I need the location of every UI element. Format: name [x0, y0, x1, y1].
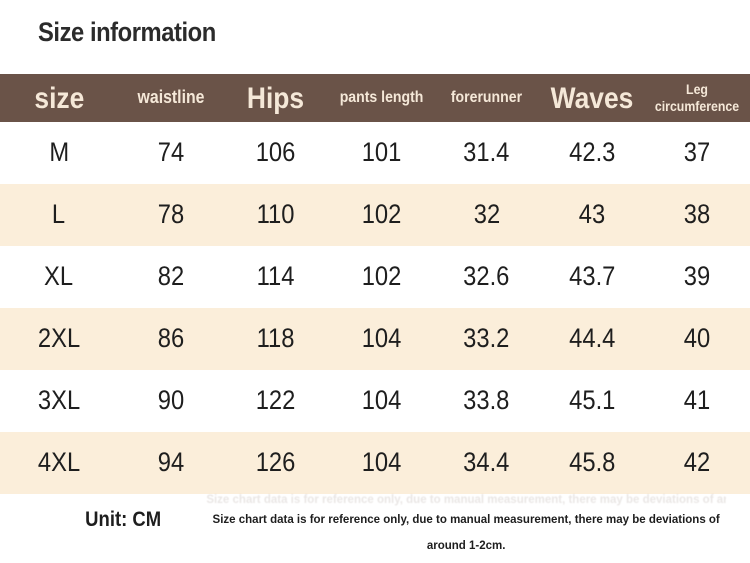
table-row-3xl: 3XL 90 122 104 33.8 45.1 41 — [0, 370, 750, 432]
value-cell: 104 — [361, 323, 402, 354]
table-row-l: L 78 110 102 32 43 38 — [0, 184, 750, 246]
size-cell: 2XL — [37, 323, 81, 354]
value-cell: 102 — [361, 199, 402, 230]
value-cell: 45.1 — [568, 385, 616, 416]
value-cell: 45.8 — [568, 447, 616, 478]
ghost-text-artifact: Size chart data is for reference only, d… — [206, 494, 726, 506]
value-cell: 43 — [578, 199, 606, 230]
value-cell: 90 — [157, 385, 184, 416]
value-cell: 126 — [256, 447, 296, 478]
column-header-size: size — [34, 81, 84, 115]
value-cell: 33.8 — [463, 385, 510, 416]
table-row-2xl: 2XL 86 118 104 33.2 44.4 40 — [0, 308, 750, 370]
column-header-forerunner: forerunner — [451, 89, 523, 107]
page-title: Size information — [38, 17, 216, 47]
size-cell: M — [49, 137, 69, 168]
value-cell: 110 — [257, 199, 295, 230]
value-cell: 94 — [157, 447, 184, 478]
value-cell: 32.6 — [463, 261, 510, 292]
value-cell: 104 — [361, 385, 402, 416]
value-cell: 33.2 — [463, 323, 510, 354]
value-cell: 43.7 — [568, 261, 616, 292]
column-header-hips: Hips — [247, 81, 305, 115]
value-cell: 37 — [684, 137, 711, 168]
column-header-pants-length: pants length — [339, 89, 424, 107]
table-row-m: M 74 106 101 31.4 42.3 37 — [0, 122, 750, 184]
value-cell: 44.4 — [568, 323, 616, 354]
value-cell: 74 — [157, 137, 184, 168]
value-cell: 102 — [361, 261, 402, 292]
value-cell: 106 — [256, 137, 296, 168]
value-cell: 39 — [684, 261, 711, 292]
value-cell: 101 — [361, 137, 402, 168]
table-header-row: size waistline Hips pants length forerun… — [0, 74, 750, 122]
table-row-4xl: 4XL 94 126 104 34.4 45.8 42 — [0, 432, 750, 494]
value-cell: 104 — [361, 447, 402, 478]
column-header-leg-circumference: Leg circumference — [655, 80, 740, 115]
value-cell: 86 — [157, 323, 184, 354]
size-cell: 3XL — [37, 385, 81, 416]
size-table: size waistline Hips pants length forerun… — [0, 74, 750, 494]
value-cell: 114 — [257, 261, 295, 292]
value-cell: 34.4 — [463, 447, 510, 478]
value-cell: 38 — [684, 199, 711, 230]
unit-label: Unit: CM — [85, 508, 162, 531]
value-cell: 118 — [257, 323, 295, 354]
size-cell: L — [52, 199, 66, 230]
value-cell: 32 — [473, 199, 500, 230]
value-cell: 42 — [684, 447, 711, 478]
value-cell: 40 — [684, 323, 711, 354]
size-cell: XL — [44, 261, 74, 292]
column-header-waves: Waves — [550, 81, 634, 115]
value-cell: 82 — [157, 261, 184, 292]
table-row-xl: XL 82 114 102 32.6 43.7 39 — [0, 246, 750, 308]
column-header-waistline: waistline — [137, 87, 205, 108]
disclaimer-text: Size chart data is for reference only, d… — [212, 514, 720, 552]
value-cell: 42.3 — [568, 137, 616, 168]
footer: Unit: CM Size chart data is for referenc… — [0, 494, 750, 563]
value-cell: 122 — [256, 385, 296, 416]
value-cell: 78 — [157, 199, 184, 230]
value-cell: 41 — [684, 385, 711, 416]
size-cell: 4XL — [37, 447, 81, 478]
value-cell: 31.4 — [463, 137, 510, 168]
disclaimer-area: Size chart data is for reference only, d… — [166, 494, 750, 559]
